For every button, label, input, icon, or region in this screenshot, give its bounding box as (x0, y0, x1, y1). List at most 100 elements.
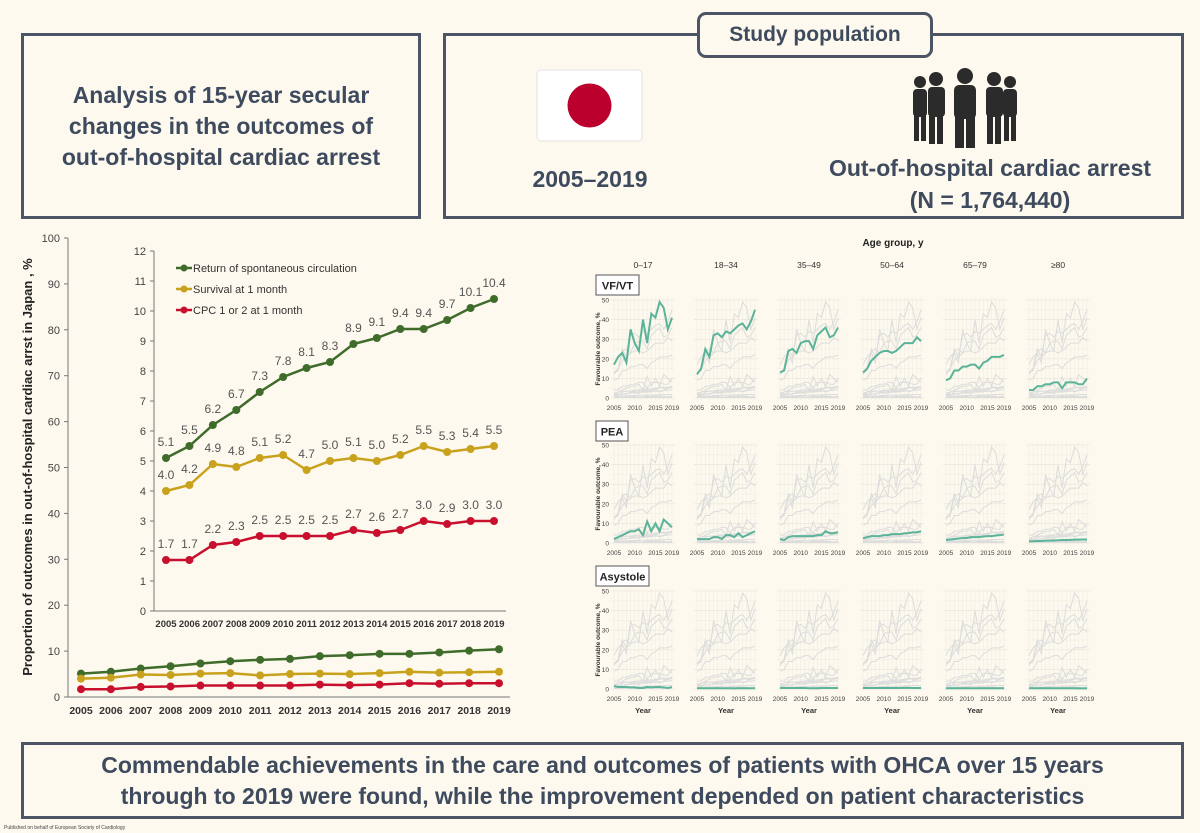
x-axis-title: Year (884, 706, 900, 715)
data-point (405, 649, 414, 658)
background-series-line (945, 627, 1005, 664)
background-series-line (779, 645, 839, 672)
highlighted-series-line (945, 353, 1005, 382)
inset-data-point (185, 442, 194, 450)
inset-data-point (302, 364, 311, 372)
background-series-line (862, 309, 922, 375)
background-series-line (779, 600, 839, 666)
x-tick-label: 2010 (219, 705, 243, 717)
data-point (465, 679, 474, 688)
background-series-line (862, 617, 922, 664)
background-series-line (613, 385, 673, 394)
background-series-line (697, 523, 756, 536)
background-series-line (1028, 471, 1088, 518)
x-tick-label: 2019 (997, 405, 1012, 412)
inset-y-tick-label: 2 (140, 546, 146, 558)
inset-data-point (232, 406, 241, 414)
x-tick-label: 2010 (710, 696, 725, 703)
publisher-note: Published on behalf of European Society … (4, 825, 126, 831)
background-series-line (1028, 645, 1088, 672)
aim-line: out-of-hospital cardiac arrest (61, 143, 381, 170)
data-label: 5.5 (486, 423, 503, 437)
y-tick-label: 60 (48, 417, 60, 429)
x-tick-label: 2010 (1042, 405, 1057, 412)
background-series-line (614, 378, 673, 391)
x-tick-label: 2005 (773, 405, 788, 412)
data-point (286, 681, 294, 690)
background-series-line (862, 326, 922, 373)
data-label: 8.3 (322, 339, 339, 353)
highlighted-series-line (697, 530, 756, 541)
inset-x-tick-label: 2015 (390, 619, 412, 630)
legend-label: Return of spontaneous circulation (193, 263, 357, 275)
data-point (196, 659, 205, 668)
period-text: 2005–2019 (532, 166, 648, 192)
aim-text: Analysis of 15-year secular changes in t… (62, 80, 380, 173)
data-label: 10.4 (482, 276, 506, 290)
data-label: 10.1 (459, 285, 483, 299)
background-series-line (696, 645, 756, 672)
x-tick-label: 2005 (690, 550, 705, 557)
background-series-line (779, 471, 839, 518)
background-series-line (613, 454, 673, 520)
background-series-line (862, 645, 922, 672)
data-label: 9.4 (415, 306, 432, 320)
inset-data-point (279, 373, 288, 381)
data-label: 2.7 (345, 507, 362, 521)
background-series-line (945, 300, 1005, 365)
y-tick-label: 50 (602, 443, 610, 450)
data-label: 4.0 (158, 468, 175, 482)
y-tick-label: 0 (605, 541, 609, 548)
background-series-line (613, 680, 673, 687)
background-series-line (945, 481, 1005, 518)
x-tick-label: 2019 (831, 550, 846, 557)
x-tick-label: 2015 (980, 550, 995, 557)
background-series-line (945, 309, 1005, 375)
data-point (315, 680, 324, 689)
x-tick-label: 2019 (1080, 696, 1095, 703)
data-label: 5.2 (392, 432, 409, 446)
background-series-line (1028, 454, 1088, 520)
background-series-line (945, 445, 1005, 510)
data-point (226, 657, 235, 666)
age-group-header: ≥80 (1051, 260, 1065, 270)
background-series-line (862, 680, 922, 687)
x-tick-label: 2019 (831, 405, 846, 412)
inset-x-tick-label: 2017 (437, 619, 458, 630)
inset-x-tick-label: 2007 (202, 619, 223, 630)
y-axis-title: Favourable outcome, % (595, 312, 602, 385)
inset-data-point (372, 457, 381, 465)
background-series-line (945, 471, 1005, 518)
background-series-line (1028, 591, 1088, 656)
background-series-line (696, 680, 756, 687)
x-tick-label: 2019 (487, 705, 511, 717)
y-tick-label: 50 (48, 463, 60, 475)
x-tick-label: 2005 (856, 550, 871, 557)
x-tick-label: 2010 (959, 696, 974, 703)
x-tick-label: 2014 (338, 705, 362, 717)
legend-swatch-marker (180, 306, 188, 314)
rhythm-label: VF/VT (602, 281, 633, 293)
data-point (106, 685, 115, 694)
y-tick-label: 40 (48, 508, 60, 520)
y-axis-title: Favourable outcome, % (595, 603, 602, 676)
background-series-line (1028, 481, 1088, 518)
inset-y-tick-label: 5 (140, 456, 146, 468)
data-label: 2.5 (322, 513, 339, 527)
legend-label: Survival at 1 month (193, 284, 287, 296)
x-tick-label: 2015 (648, 405, 663, 412)
x-tick-label: 2010 (876, 550, 891, 557)
inset-data-point (326, 457, 334, 465)
facet-panel: 2005 2010 2015 2019 (1022, 298, 1095, 412)
x-tick-label: 2005 (773, 696, 788, 703)
background-series-line (779, 680, 839, 687)
background-series-line (1029, 669, 1088, 682)
data-point (256, 671, 265, 680)
data-point (465, 668, 474, 677)
rhythm-label: Asystole (600, 572, 646, 584)
background-series-line (779, 454, 839, 520)
x-tick-label: 2019 (914, 550, 929, 557)
background-series-line (696, 617, 756, 664)
background-series-line (862, 534, 922, 541)
x-tick-label: 2018 (457, 705, 481, 717)
